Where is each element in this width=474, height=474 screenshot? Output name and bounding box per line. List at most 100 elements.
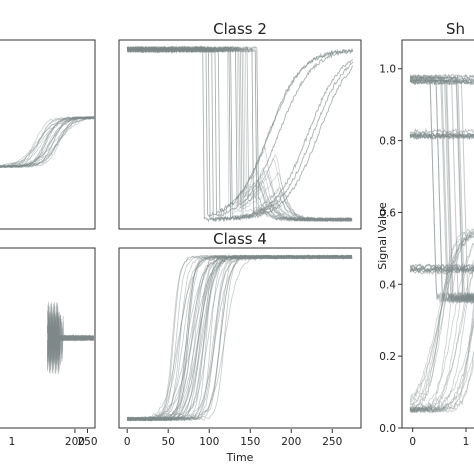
x-axis-label-class-4: Time xyxy=(226,451,254,464)
shapelet-drop-line xyxy=(410,79,474,304)
class-3-x-tick-label-partial: 1 xyxy=(9,436,16,448)
class-1-series-line xyxy=(0,116,96,168)
class-2-smooth-series-line xyxy=(126,45,353,223)
class-1-series-line xyxy=(0,116,96,168)
class-2-smooth-series-line xyxy=(127,45,353,222)
shapelet-rise-line xyxy=(409,235,474,403)
shapelet-level-line xyxy=(409,127,474,135)
class-4-x-tick-label: 0 xyxy=(124,436,131,448)
class-2-smooth-series-line xyxy=(126,45,353,223)
class-4-series-line xyxy=(127,254,353,422)
class-2-smooth-series-line xyxy=(127,45,353,223)
title-class-4: Class 4 xyxy=(213,230,267,248)
shapelet-drop-line xyxy=(410,77,474,302)
class-4-series-line xyxy=(126,254,353,422)
shapelet-drop-line xyxy=(410,77,474,302)
shapelet-rise-line xyxy=(409,242,474,413)
shapelet-level-line xyxy=(409,73,474,81)
shapelet-drop-line xyxy=(410,77,474,303)
axis-ticks-shapelets: 0.0 0.2 0.4 0.6 0.8 1.0 0 1 xyxy=(379,64,469,448)
traces-shapelets xyxy=(409,73,474,414)
class-4-series-line xyxy=(126,254,353,422)
class-4-x-tick-label: 200 xyxy=(281,436,301,448)
shapelet-drop-line xyxy=(410,81,474,306)
class-1-series-line xyxy=(0,116,96,168)
shapelet-rise-line xyxy=(409,298,474,414)
class-4-series-line xyxy=(127,254,353,422)
shapelet-rise-line xyxy=(409,317,474,413)
shapelet-rise-line xyxy=(409,230,474,406)
shapelets-x-tick-label: 0 xyxy=(409,436,416,448)
traces-class-4 xyxy=(126,254,353,422)
class-1-series-line xyxy=(0,116,96,169)
shapelet-rise-line xyxy=(409,348,474,414)
shapelet-drop-line xyxy=(410,75,474,300)
shapelet-rise-line xyxy=(409,317,474,414)
class-2-smooth-series-line xyxy=(126,46,353,222)
x-ticks-class-4: 0 50 100 150 200 250 xyxy=(124,429,342,448)
class-4-series-line xyxy=(126,254,353,421)
class-2-smooth-series-line xyxy=(126,45,353,222)
plot-frame-shapelets xyxy=(401,39,474,429)
y-axis-label-shapelets: Signal Value xyxy=(376,202,389,270)
shapelets-y-tick-label: 0.4 xyxy=(379,279,396,291)
shapelets-y-tick-label: 0.8 xyxy=(379,136,396,148)
shapelet-rise-line xyxy=(409,267,474,412)
class-4-series-line xyxy=(126,254,353,422)
shapelet-rise-line xyxy=(409,305,474,414)
panel-shapelets: Sh 0.0 0.2 0.4 0.6 0.8 1.0 0 1 Signal Value xyxy=(376,20,474,448)
class-1-series-line xyxy=(0,116,96,169)
traces-class-3 xyxy=(47,301,95,375)
class-3-x-tick-label: 250 xyxy=(77,436,97,448)
shapelet-rise-line xyxy=(409,261,474,414)
class-4-series-line xyxy=(126,254,353,422)
class-3-x-tick-label: 200 xyxy=(65,436,85,448)
class-3-series-line xyxy=(47,316,95,360)
shapelet-drop-line xyxy=(410,78,474,304)
class-4-series-line xyxy=(126,254,353,422)
class-2-smooth-series-line xyxy=(126,45,353,222)
shapelet-drop-line xyxy=(410,77,474,303)
shapelet-rise-line xyxy=(409,233,474,402)
shapelet-rise-line xyxy=(409,231,474,406)
class-4-series-line xyxy=(126,254,353,422)
shapelet-rise-line xyxy=(409,350,474,414)
plot-frame-class-2 xyxy=(118,39,362,230)
class-2-smooth-series-line xyxy=(127,46,353,223)
shapelet-rise-line xyxy=(409,243,474,412)
class-2-smooth-series-line xyxy=(126,46,353,222)
shapelets-y-tick-label: 0.0 xyxy=(379,423,396,435)
class-4-series-line xyxy=(127,254,353,422)
class-4-series-line xyxy=(126,254,353,422)
class-2-smooth-series-line xyxy=(126,45,353,222)
shapelets-y-tick-label: 1.0 xyxy=(379,64,396,76)
class-4-series-line xyxy=(127,254,353,422)
class-2-smooth-series-line xyxy=(127,45,353,222)
class-1-series-line xyxy=(0,116,96,168)
class-2-smooth-series-line xyxy=(127,45,353,222)
class-4-series-line xyxy=(126,254,353,422)
class-4-series-line xyxy=(127,254,353,422)
class-2-smooth-series-line xyxy=(126,45,353,223)
shapelet-drop-line xyxy=(410,80,474,305)
class-1-series-line xyxy=(0,116,96,167)
class-4-x-tick-label: 150 xyxy=(240,436,260,448)
panel-class-2: Class 2 xyxy=(118,20,362,230)
class-2-smooth-series-line xyxy=(126,45,353,222)
plot-frame-class-1 xyxy=(0,39,96,230)
class-2-smooth-series-line xyxy=(126,45,353,222)
class-2-smooth-series-line xyxy=(126,46,353,222)
class-1-series-line xyxy=(0,116,96,168)
class-4-series-line xyxy=(126,254,353,422)
shapelet-rise-line xyxy=(409,321,474,414)
shapelets-y-tick-label: 0.6 xyxy=(379,207,396,219)
class-4-series-line xyxy=(126,254,353,422)
title-class-2: Class 2 xyxy=(213,20,267,38)
class-1-series-line xyxy=(0,116,96,168)
shapelet-drop-line xyxy=(410,79,474,303)
shapelet-level-line xyxy=(409,268,474,276)
class-4-series-line xyxy=(127,254,353,422)
class-1-series-line xyxy=(0,116,96,168)
